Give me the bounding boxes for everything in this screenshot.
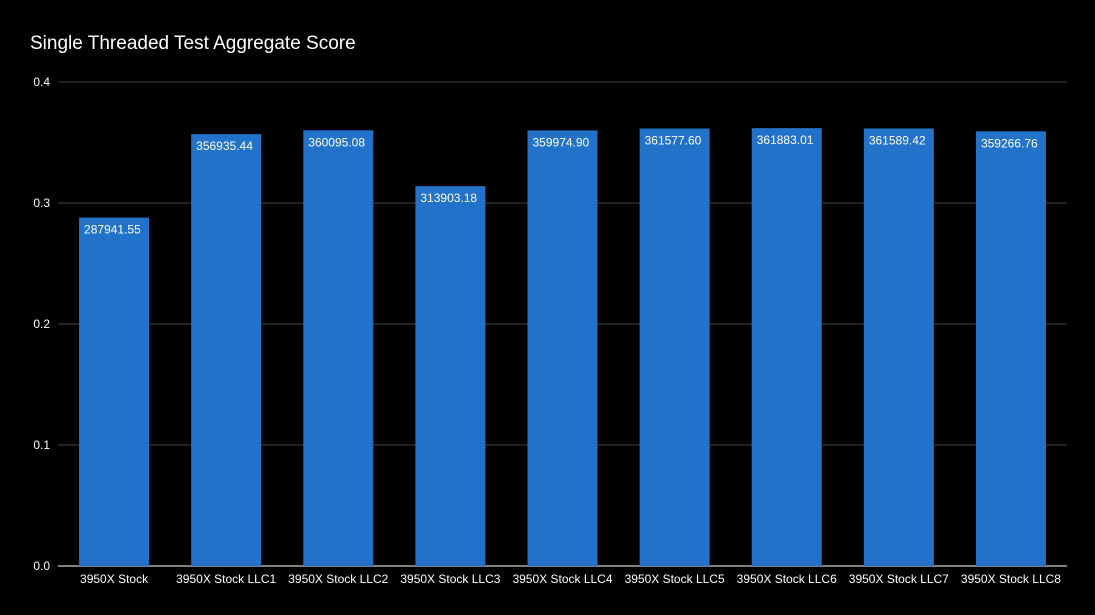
bar [303, 130, 374, 566]
x-category-label: 3950X Stock LLC2 [288, 572, 388, 586]
x-category-label: 3950X Stock LLC4 [512, 572, 612, 586]
bar [639, 128, 710, 567]
bar-value-label: 313903.18 [420, 191, 477, 205]
bar-value-label: 359266.76 [981, 136, 1038, 150]
bar [975, 131, 1046, 566]
y-tick-label: 0.4 [33, 75, 50, 89]
bar [751, 128, 822, 566]
x-category-label: 3950X Stock LLC8 [961, 572, 1061, 586]
bars [79, 128, 1046, 567]
bar-value-label: 361577.60 [645, 133, 702, 147]
x-category-label: 3950X Stock LLC6 [737, 572, 837, 586]
bar-value-label: 361883.01 [757, 133, 814, 147]
bar [415, 186, 486, 566]
y-tick-label: 0.1 [33, 438, 50, 452]
bar [191, 134, 262, 566]
x-category-label: 3950X Stock LLC5 [625, 572, 725, 586]
y-tick-label: 0.2 [33, 317, 50, 331]
bar-value-label: 361589.42 [869, 133, 926, 147]
bar-value-label: 356935.44 [196, 139, 253, 153]
bar-value-label: 360095.08 [308, 135, 365, 149]
y-tick-label: 0.3 [33, 196, 50, 210]
y-axis: 0.0 0.1 0.2 0.3 0.4 [33, 75, 50, 573]
bar-value-label: 359974.90 [533, 135, 590, 149]
bar-value-label: 287941.55 [84, 223, 141, 237]
x-category-label: 3950X Stock [80, 572, 149, 586]
x-category-label: 3950X Stock LLC3 [400, 572, 500, 586]
chart-title: Single Threaded Test Aggregate Score [30, 33, 356, 54]
x-axis: 3950X Stock 3950X Stock LLC1 3950X Stock L… [80, 572, 1061, 586]
y-tick-label: 0.0 [33, 559, 50, 573]
bar [527, 130, 598, 567]
data-labels: 287941.55 356935.44 360095.08 313903.18 3599… [84, 133, 1038, 236]
bar [79, 217, 150, 566]
x-category-label: 3950X Stock LLC7 [849, 572, 949, 586]
bar [863, 128, 934, 566]
x-category-label: 3950X Stock LLC1 [176, 572, 276, 586]
